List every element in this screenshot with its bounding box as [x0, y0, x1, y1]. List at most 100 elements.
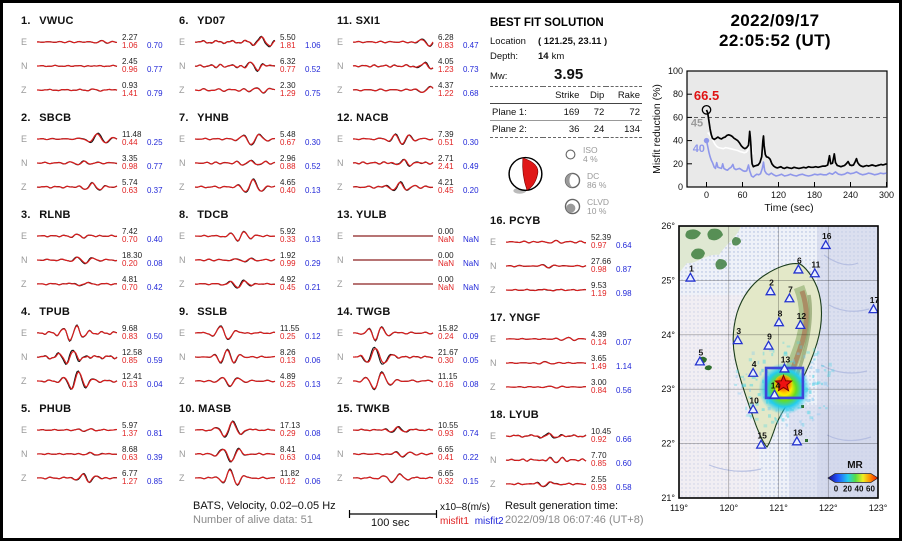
- station-marker-13: [778, 362, 790, 373]
- misfit2-value: 0.37: [147, 186, 163, 195]
- waveform-SSLB-Z: [194, 376, 276, 388]
- fit-numbers: 12.58 0.85 0.59: [122, 348, 163, 366]
- waveform-NACB-N: [352, 158, 434, 167]
- station-header: 12. NACB: [337, 112, 493, 127]
- misfit2-value: 0.07: [616, 338, 632, 347]
- component-label: N: [21, 449, 28, 459]
- station-number-label-10: 10: [749, 395, 759, 405]
- misfit1-value: 0.33: [280, 235, 296, 244]
- waveform-row-LYUB-N: N 7.70 0.85 0.60: [490, 448, 646, 472]
- amplitude-value: 6.28: [438, 32, 454, 42]
- event-origin-time: 2022/09/17 22:05:52 (UT): [649, 11, 899, 51]
- misfit2-value: 0.47: [463, 41, 479, 50]
- clvd-text: CLVD 10 %: [587, 197, 609, 216]
- station-header: 2. SBCB: [21, 112, 177, 127]
- misfit1-value: NaN: [438, 259, 455, 268]
- amplitude-value: 2.55: [591, 474, 607, 484]
- component-label: Z: [21, 376, 27, 386]
- misfit2-value: 0.77: [147, 65, 163, 74]
- station-number: 9.: [179, 306, 189, 318]
- fit-numbers: 4.81 0.70 0.42: [122, 275, 163, 293]
- fit-numbers: 6.77 1.27 0.85: [122, 469, 163, 487]
- misfit1-value: 2.41: [438, 162, 454, 171]
- misfit1-value: 0.84: [591, 386, 607, 395]
- misfit1-value: NaN: [438, 283, 455, 292]
- iso-icon: [565, 149, 576, 160]
- station-marker-7: [783, 292, 795, 303]
- station-rows: E 7.42 0.70 0.40 N 18.30 0.20 0.08 Z 4.81 0.70 0.42: [21, 224, 177, 296]
- amplitude-value: 9.53: [591, 280, 607, 290]
- component-label: E: [179, 37, 186, 47]
- misfit1-value: 0.40: [280, 186, 296, 195]
- misfit2-value: 0.04: [305, 453, 321, 462]
- annotation-40: 40: [693, 143, 705, 155]
- station-code: MASB: [198, 403, 232, 415]
- station-code: VWUC: [39, 15, 74, 27]
- component-label: E: [179, 134, 186, 144]
- colorbar-tick: 40: [855, 485, 864, 494]
- misfit1-value: 0.93: [438, 429, 454, 438]
- misfit2-value: 0.39: [147, 453, 163, 462]
- component-label: N: [337, 255, 344, 265]
- waveform-row-YNGF-E: E 4.39 0.14 0.07: [490, 327, 646, 351]
- fit-numbers: 11.48 0.44 0.25: [122, 129, 163, 148]
- depth-label: Depth:: [490, 51, 518, 62]
- fit-numbers: 6.65 0.32 0.15: [438, 469, 479, 487]
- waveform-row-YD07-N: N 6.32 0.77 0.52: [179, 54, 335, 78]
- amplitude-value: 5.50: [280, 32, 296, 42]
- fit-numbers: 3.00 0.84 0.56: [591, 378, 632, 396]
- misfit1-value: 0.63: [280, 453, 296, 462]
- waveform-TDCB-N: [194, 257, 276, 263]
- fit-numbers: 3.65 1.49 1.14: [591, 354, 632, 372]
- plane1-label: Plane 1:: [490, 103, 543, 121]
- station-header: 11. SXI1: [337, 15, 493, 30]
- waveform-row-TWGB-E: E 15.82 0.24 0.09: [337, 321, 493, 345]
- alive-data-count: Number of alive data: 51: [193, 514, 313, 526]
- station-block-LYUB: 18. LYUB E 10.45 0.92 0.66 N 7.70 0.85 0.60 Z 2.5…: [490, 409, 646, 496]
- waveform-PHUB-Z: [36, 472, 118, 484]
- waveform-YD07-Z: [194, 87, 276, 94]
- station-code: TWGB: [356, 306, 391, 318]
- waveform-PCYB-N: [505, 263, 587, 269]
- component-label: E: [337, 134, 344, 144]
- misfit2-value: 0.30: [305, 138, 321, 147]
- solution-title: BEST FIT SOLUTION: [490, 17, 604, 29]
- fit-numbers: 52.39 0.97 0.64: [591, 233, 632, 251]
- station-number-label-12: 12: [797, 311, 807, 321]
- misfit1-value: 0.88: [280, 162, 296, 171]
- waveform-TWGB-E: [352, 325, 434, 342]
- location-row: Location ( 121.25, 23.11 ): [490, 36, 645, 47]
- misfit1-value: 0.67: [280, 138, 296, 147]
- misfit1-value: 1.23: [438, 65, 454, 74]
- station-marker-15: [755, 438, 767, 449]
- plane2-row: Plane 2: 36 24 134: [490, 121, 642, 138]
- waveform-row-YNGF-N: N 3.65 1.49 1.14: [490, 351, 646, 375]
- misfit1-value: 1.29: [280, 89, 296, 98]
- component-label: E: [337, 425, 344, 435]
- component-label: N: [337, 352, 344, 362]
- station-number-label-2: 2: [769, 277, 774, 287]
- waveform-row-SXI1-Z: Z 4.37 1.22 0.68: [337, 78, 493, 102]
- fit-numbers: 4.21 0.45 0.20: [438, 178, 479, 196]
- table-corner: [490, 86, 543, 104]
- component-label: Z: [337, 279, 343, 289]
- amplitude-value: 15.82: [438, 323, 459, 333]
- misfit2-value: 0.49: [463, 162, 479, 171]
- misfit1-value: 0.12: [280, 477, 296, 486]
- waveform-row-YHNB-N: N 2.96 0.88 0.52: [179, 151, 335, 175]
- misfit1-value: 0.77: [280, 65, 296, 74]
- misfit1-value: 0.25: [280, 380, 296, 389]
- time-scale-bar: [348, 510, 438, 518]
- station-code: RLNB: [39, 209, 71, 221]
- fit-numbers: 5.92 0.33 0.13: [280, 227, 321, 245]
- location-label: Location: [490, 36, 526, 47]
- waveform-row-YNGF-Z: Z 3.00 0.84 0.56: [490, 375, 646, 399]
- amplitude-value: 5.74: [122, 177, 138, 187]
- station-marker-1: [684, 271, 696, 282]
- waveform-TDCB-E: [194, 230, 276, 242]
- misfit1-value: 0.92: [591, 435, 607, 444]
- fit-numbers: 4.89 0.25 0.13: [280, 372, 321, 390]
- amplitude-value: 11.48: [122, 129, 142, 139]
- station-header: 5. PHUB: [21, 403, 177, 418]
